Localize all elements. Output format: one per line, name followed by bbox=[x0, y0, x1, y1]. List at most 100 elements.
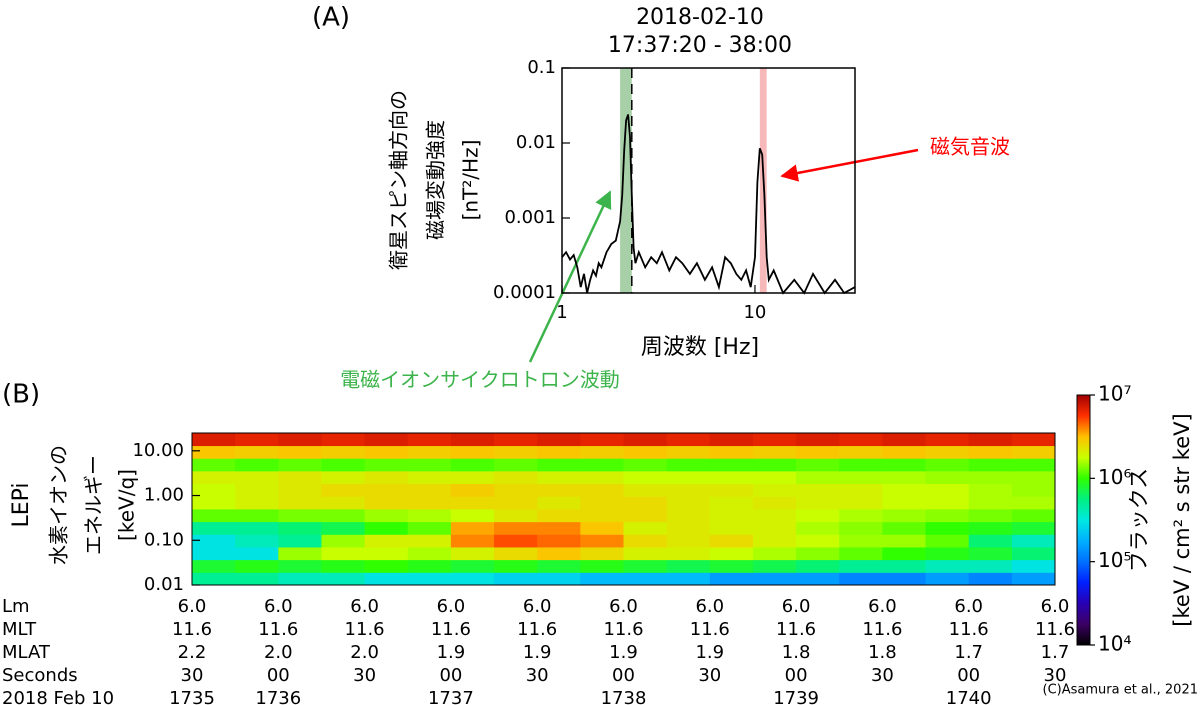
heatmap-cell bbox=[796, 508, 840, 523]
ephemeris-value: 1.8 bbox=[868, 642, 897, 663]
ephemeris-value: 30 bbox=[871, 665, 894, 686]
ephemeris-value: 30 bbox=[526, 665, 549, 686]
heatmap-cell bbox=[450, 521, 495, 535]
ephemeris-value: 1.9 bbox=[523, 642, 552, 663]
heatmap-cell bbox=[666, 521, 711, 535]
heatmap-cell bbox=[623, 470, 668, 485]
heatmap-cell bbox=[752, 445, 797, 459]
heatmap-cell bbox=[709, 521, 754, 535]
heatmap-cell bbox=[364, 496, 409, 510]
heatmap-cell bbox=[968, 572, 1013, 586]
heatmap-cell bbox=[450, 546, 495, 561]
ephemeris-value: 2.0 bbox=[350, 642, 379, 663]
heatmap-cell bbox=[968, 521, 1013, 535]
ephemeris-value: 1.9 bbox=[437, 642, 466, 663]
heatmap-cell bbox=[925, 534, 970, 548]
heatmap-cell bbox=[537, 445, 581, 459]
heatmap-cell bbox=[968, 483, 1013, 497]
heatmap-cell bbox=[839, 534, 883, 548]
heatmap-cell bbox=[925, 572, 970, 586]
ephemeris-value: 6.0 bbox=[954, 596, 983, 617]
heatmap-cell bbox=[752, 534, 797, 548]
heatmap-cell bbox=[537, 458, 581, 472]
heatmap-cell bbox=[752, 508, 797, 523]
ephemeris-value: 00 bbox=[612, 665, 635, 686]
heatmap-cell bbox=[666, 483, 711, 497]
heatmap-cell bbox=[839, 433, 883, 447]
heatmap-cell bbox=[796, 534, 840, 548]
heatmap-cell bbox=[537, 534, 581, 548]
ephemeris-value: 30 bbox=[1044, 665, 1067, 686]
heatmap-cell bbox=[494, 508, 538, 523]
y-tick-label: 10.00 bbox=[132, 440, 184, 461]
heatmap-cell bbox=[537, 433, 581, 447]
heatmap-cell bbox=[321, 534, 366, 548]
heatmap-cell bbox=[537, 470, 581, 485]
heatmap-cell bbox=[882, 508, 927, 523]
heatmap-cell bbox=[580, 458, 624, 472]
ephemeris-value: 6.0 bbox=[178, 596, 207, 617]
heatmap-cell bbox=[278, 559, 322, 573]
ephemeris-value: 1.7 bbox=[1041, 642, 1070, 663]
heatmap-cell bbox=[278, 433, 322, 447]
heatmap-cell bbox=[752, 458, 797, 472]
heatmap-cell bbox=[235, 521, 279, 535]
heatmap-cell bbox=[580, 572, 624, 586]
heatmap-cell bbox=[839, 546, 883, 561]
heatmap-cell bbox=[666, 458, 711, 472]
chart-subtitle: 17:37:20 - 38:00 bbox=[608, 33, 792, 58]
heatmap-cell bbox=[796, 483, 840, 497]
ephemeris-value: 6.0 bbox=[523, 596, 552, 617]
heatmap-cell bbox=[235, 572, 279, 586]
heatmap-cell bbox=[882, 546, 927, 561]
heatmap-cell bbox=[666, 546, 711, 561]
heatmap-cell bbox=[709, 572, 754, 586]
y-tick-label: 0.01 bbox=[516, 132, 556, 153]
heatmap-cell bbox=[666, 470, 711, 485]
y-tick-label: 0.01 bbox=[144, 574, 184, 595]
ephemeris-value: 1740 bbox=[946, 688, 992, 705]
heatmap-cell bbox=[580, 483, 624, 497]
heatmap-cell bbox=[839, 483, 883, 497]
ephemeris-value: 30 bbox=[181, 665, 204, 686]
heatmap-cell bbox=[839, 458, 883, 472]
annotation: 電磁イオンサイクロトロン波動 bbox=[340, 368, 620, 392]
heatmap-cell bbox=[882, 458, 927, 472]
heatmap-cell bbox=[235, 445, 279, 459]
heatmap-cell bbox=[364, 470, 409, 485]
heatmap-cell bbox=[968, 534, 1013, 548]
ephemeris-value: 6.0 bbox=[868, 596, 897, 617]
ephemeris-value: 1739 bbox=[773, 688, 819, 705]
ephemeris-value: 11.6 bbox=[603, 619, 643, 640]
heatmap-cell bbox=[192, 572, 236, 586]
heatmap-cell bbox=[537, 483, 581, 497]
colorbar-tick-label: 10⁷ bbox=[1098, 382, 1131, 406]
ephemeris-value: 11.6 bbox=[345, 619, 385, 640]
heatmap-cell bbox=[580, 534, 624, 548]
ephemeris-label: Lm bbox=[2, 596, 30, 617]
heatmap-cell bbox=[709, 546, 754, 561]
heatmap-cell bbox=[192, 521, 236, 535]
heatmap-cell bbox=[580, 521, 624, 535]
ephemeris-value: 2.0 bbox=[264, 642, 293, 663]
heatmap-cell bbox=[623, 458, 668, 472]
heatmap-cell bbox=[321, 496, 366, 510]
heatmap-cell bbox=[407, 521, 452, 535]
heatmap-cell bbox=[623, 521, 668, 535]
credit: (C)Asamura et al., 2021 bbox=[1043, 683, 1199, 698]
ephemeris-value: 1735 bbox=[169, 688, 215, 705]
heatmap-cell bbox=[364, 508, 409, 523]
heatmap-cell bbox=[494, 534, 538, 548]
heatmap-cell bbox=[925, 508, 970, 523]
heatmap-cell bbox=[494, 483, 538, 497]
heatmap-cell bbox=[1011, 508, 1056, 523]
y-axis-label: LEPi bbox=[9, 482, 34, 527]
heatmap-cell bbox=[321, 445, 366, 459]
arrow bbox=[528, 190, 612, 363]
ephemeris-label: 2018 Feb 10 bbox=[2, 688, 114, 705]
ephemeris-value: 1737 bbox=[428, 688, 474, 705]
heatmap-cell bbox=[623, 445, 668, 459]
panel-label: (A) bbox=[312, 3, 350, 33]
ephemeris-value: 2.2 bbox=[178, 642, 207, 663]
colorbar-label: [keV / cm² s str keV] bbox=[1170, 413, 1194, 626]
